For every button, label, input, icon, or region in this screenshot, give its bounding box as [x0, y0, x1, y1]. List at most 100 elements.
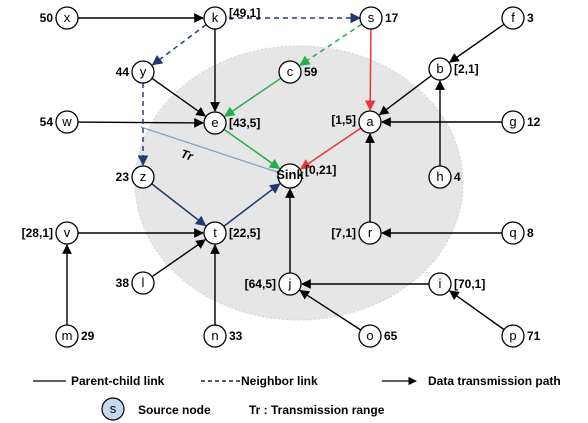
node-b-label: b [436, 61, 443, 76]
node-j: j [64,5] [245, 272, 302, 296]
edge-a-sink [299, 127, 362, 170]
node-l-annotation: 38 [116, 276, 130, 290]
node-m: m 29 [55, 324, 95, 348]
node-b-circle [428, 57, 452, 81]
legend-source-label: Source node [138, 403, 211, 417]
node-k: k [49,1] [203, 6, 260, 30]
edge-f-b [449, 23, 505, 63]
node-x: x 50 [40, 6, 79, 30]
node-j-circle [278, 272, 302, 296]
node-q-circle [501, 221, 525, 245]
node-g: g 12 [501, 110, 541, 134]
node-layer: x 50 k [49,1] s 17 f 3 y 44 c 59 b [2,1] w 54 e [43,5] a [1… [22, 6, 541, 348]
edge-layer [62, 12, 505, 331]
node-t: t [22,5] [203, 221, 260, 245]
edge-p-i [448, 290, 505, 331]
node-b: b [2,1] [428, 57, 479, 81]
legend-range-label: Tr : Transmission range [249, 403, 385, 417]
node-w: w 54 [40, 110, 79, 134]
edge-w-e [77, 117, 204, 128]
transmission-range-radius [140, 126, 284, 175]
edge-b-a [378, 75, 432, 116]
edge-e-sink [223, 128, 281, 170]
node-z-label: z [140, 169, 147, 184]
node-y-label: y [140, 64, 147, 79]
node-n-label: n [211, 328, 218, 343]
edge-o-j [299, 289, 362, 331]
node-t-annotation: [22,5] [229, 226, 260, 240]
node-c: c 59 [278, 60, 318, 84]
legend-data-path-label: Data transmission path [428, 374, 561, 388]
node-e-circle [203, 111, 227, 135]
edge-s-a [364, 28, 376, 112]
node-g-label: g [509, 114, 516, 129]
node-n-annotation: 33 [229, 329, 243, 343]
node-r-circle [358, 221, 382, 245]
legend-parent-child-label: Parent-child link [71, 374, 165, 388]
node-v-circle [55, 221, 79, 245]
node-l: l 38 [116, 271, 155, 295]
node-i-annotation: [70,1] [454, 277, 485, 291]
node-x-annotation: 50 [40, 11, 54, 25]
legend-neighbor-label: Neighbor link [241, 374, 318, 388]
node-e-label: e [211, 115, 218, 130]
node-g-circle [501, 110, 525, 134]
node-n: n 33 [203, 324, 243, 348]
legend: Parent-child link Neighbor link Data tra… [33, 374, 561, 421]
node-t-circle [203, 221, 227, 245]
node-z-annotation: 23 [116, 170, 130, 184]
node-p-annotation: 71 [527, 329, 541, 343]
node-k-circle [203, 6, 227, 30]
node-t-label: t [213, 225, 217, 240]
node-sink-circle [277, 163, 303, 189]
node-e: e [43,5] [203, 111, 260, 135]
edge-z-t [151, 183, 207, 227]
edge-t-sink [223, 183, 281, 227]
node-i-circle [428, 272, 452, 296]
node-a-annotation: [1,5] [331, 113, 356, 127]
node-m-annotation: 29 [81, 329, 95, 343]
node-a-label: a [366, 114, 374, 129]
node-f-label: f [511, 10, 515, 25]
node-f-circle [501, 6, 525, 30]
node-h-label: h [436, 169, 443, 184]
node-r-annotation: [7,1] [331, 226, 356, 240]
edge-c-e [224, 77, 282, 117]
node-h-annotation: 4 [454, 170, 461, 184]
node-y: y 44 [116, 60, 155, 84]
node-q-label: q [509, 225, 516, 240]
node-s: s 17 [359, 6, 399, 30]
node-r: r [7,1] [331, 221, 382, 245]
node-f-annotation: 3 [527, 11, 534, 25]
node-o-annotation: 65 [384, 329, 398, 343]
node-m-label: m [62, 328, 73, 343]
node-r-label: r [368, 225, 373, 240]
node-n-circle [203, 324, 227, 348]
node-v: v [28,1] [22, 221, 79, 245]
node-w-circle [55, 110, 79, 134]
node-sink-label: Sink [276, 167, 304, 182]
legend-source-symbol: s [110, 401, 117, 416]
node-p-label: p [509, 328, 516, 343]
node-m-circle [55, 324, 79, 348]
node-k-label: k [212, 10, 219, 25]
node-v-annotation: [28,1] [22, 226, 53, 240]
node-o: o 65 [358, 324, 398, 348]
edge-l-t [151, 239, 206, 278]
node-k-annotation: [49,1] [229, 6, 260, 20]
node-p: p 71 [501, 324, 541, 348]
node-sink: Sink [0,21] [276, 163, 336, 189]
node-a: a [1,5] [331, 110, 382, 134]
node-w-annotation: 54 [40, 115, 54, 129]
node-v-label: v [64, 225, 71, 240]
edge-k-y [151, 24, 207, 66]
node-b-annotation: [2,1] [454, 62, 479, 76]
node-e-annotation: [43,5] [229, 116, 260, 130]
node-p-circle [501, 324, 525, 348]
node-l-circle [131, 271, 155, 295]
node-y-circle [131, 60, 155, 84]
